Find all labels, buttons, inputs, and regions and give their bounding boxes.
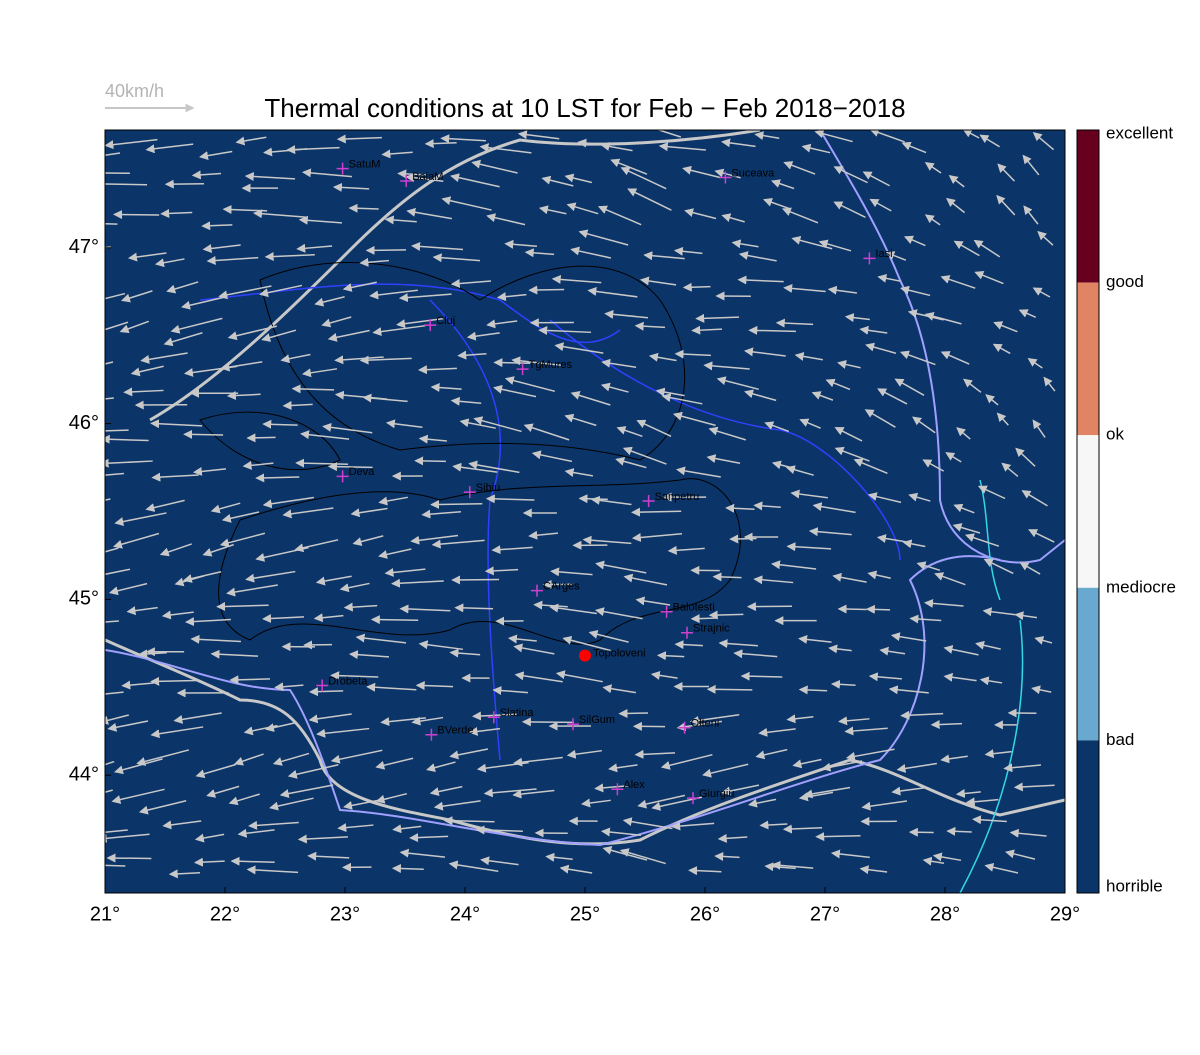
wind-arrow [393, 868, 423, 869]
wind-arrow [692, 618, 717, 619]
map-title: Thermal conditions at 10 LST for Feb − F… [264, 93, 905, 123]
wind-arrow [264, 424, 298, 425]
x-tick-label: 29° [1050, 903, 1080, 925]
colorbar-segment [1077, 283, 1099, 436]
city-label: Strajnic [693, 623, 730, 635]
colorbar-label: horrible [1106, 876, 1163, 895]
y-tick-label: 44° [69, 763, 99, 785]
wind-arrow [867, 609, 890, 610]
x-tick-label: 23° [330, 903, 360, 925]
wind-arrow [432, 504, 483, 505]
colorbar-segment [1077, 435, 1099, 588]
wind-arrow [620, 713, 648, 714]
wind-arrow [710, 614, 743, 615]
wind-arrow [708, 689, 752, 690]
y-tick-label: 46° [69, 412, 99, 434]
wind-arrow [456, 608, 493, 609]
y-tick-label: 47° [69, 236, 99, 258]
wind-arrow [530, 290, 564, 291]
wind-arrow [97, 184, 147, 185]
wind-arrow [714, 577, 742, 578]
wind-arrow [231, 679, 270, 680]
city-label: Iasi [875, 248, 892, 260]
city-label: CArges [543, 581, 580, 593]
city-label: Deva [349, 466, 376, 478]
wind-arrow [684, 287, 710, 288]
highlight-marker [579, 650, 591, 662]
city-label: Sanpetru [655, 491, 700, 503]
city-label: Giurgiu [699, 788, 734, 800]
x-tick-label: 25° [570, 903, 600, 925]
wind-arrow [523, 722, 574, 723]
city-label: SatuM [349, 159, 381, 171]
wind-arrow [817, 836, 861, 837]
city-label: Alex [623, 779, 645, 791]
x-tick-label: 24° [450, 903, 480, 925]
wind-arrow [372, 619, 418, 620]
colorbar-label: good [1106, 272, 1144, 291]
colorbar-segment [1077, 588, 1099, 741]
wind-arrow [633, 511, 682, 512]
wind-arrow [742, 676, 782, 677]
x-tick-label: 27° [810, 903, 840, 925]
wind-arrow [731, 539, 757, 540]
wind-arrow [367, 250, 406, 251]
x-tick-label: 26° [690, 903, 720, 925]
city-label: BaiaM [412, 171, 443, 183]
wind-arrow [426, 143, 456, 144]
highlight-label: Topoloveni [593, 648, 646, 660]
colorbar-label: mediocre [1106, 577, 1176, 596]
wind-arrow [416, 461, 446, 462]
wind-arrow [350, 208, 379, 209]
city-label: TgMures [529, 359, 573, 371]
wind-arrow [839, 609, 867, 610]
city-label: Slatina [500, 707, 535, 719]
city-label: Olteni [691, 718, 720, 730]
colorbar-label: ok [1106, 425, 1124, 444]
city-label: SilGum [579, 714, 615, 726]
x-tick-label: 21° [90, 903, 120, 925]
scale-arrow-label: 40km/h [105, 81, 164, 101]
colorbar-segment [1077, 130, 1099, 283]
city-label: Cluj [436, 315, 455, 327]
wind-arrow [948, 831, 972, 832]
wind-arrow [248, 437, 276, 438]
y-tick-label: 45° [69, 588, 99, 610]
city-label: Suceava [731, 167, 775, 179]
x-tick-label: 22° [210, 903, 240, 925]
wind-arrow [63, 499, 111, 509]
colorbar-label: bad [1106, 730, 1134, 749]
wind-arrow [495, 362, 530, 363]
colorbar-label: excellent [1106, 123, 1173, 142]
city-label: BVerde [437, 725, 473, 737]
wind-arrow [97, 430, 129, 431]
wind-arrow [185, 434, 224, 435]
city-label: Drobeta [328, 675, 368, 687]
x-tick-label: 28° [930, 903, 960, 925]
city-label: Balotesti [673, 602, 715, 614]
wind-arrow [453, 580, 499, 581]
colorbar-segment [1077, 740, 1099, 893]
wind-arrow [152, 681, 197, 682]
wind-arrow [115, 214, 160, 215]
city-label: Sibiu [476, 482, 500, 494]
colorbar: excellent good ok mediocre bad horrible [1077, 123, 1176, 895]
